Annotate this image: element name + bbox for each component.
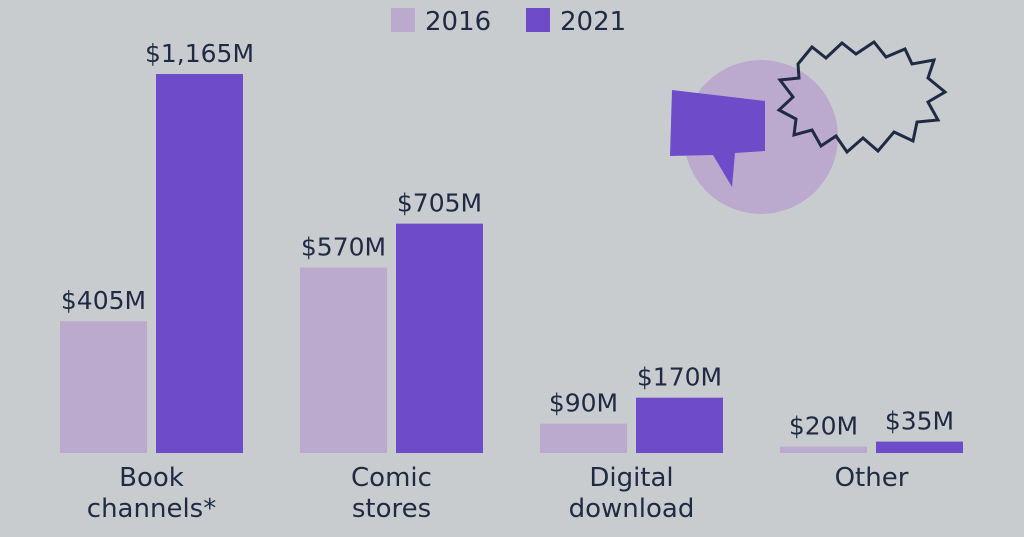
legend-label-2021: 2021	[560, 7, 626, 37]
value-label-2016-0: $405M	[61, 286, 146, 315]
legend: 2016 2021	[391, 7, 626, 37]
value-label-2016-2: $90M	[549, 389, 618, 418]
value-labels-group: $405M $1,165M $570M $705M $90M $170M $20M $35M	[61, 39, 954, 440]
value-label-2021-3: $35M	[885, 407, 954, 436]
bar-2021-1	[396, 223, 483, 453]
category-label-2-0: Digital	[589, 463, 673, 493]
category-label-0-1: channels*	[87, 494, 216, 524]
value-label-2021-0: $1,165M	[145, 39, 254, 68]
category-label-0-0: Book	[119, 463, 184, 493]
bar-2016-3	[780, 446, 867, 453]
burst-icon	[776, 39, 948, 155]
bar-2016-1	[300, 267, 387, 453]
speech-bubble-icon	[670, 90, 765, 187]
value-label-2021-2: $170M	[637, 363, 722, 392]
legend-swatch-2021	[526, 8, 550, 32]
bar-2021-3	[876, 441, 963, 453]
bar-2016-2	[540, 423, 627, 453]
bars-group	[60, 74, 963, 453]
legend-swatch-2016	[391, 8, 415, 32]
category-label-1-0: Comic	[351, 463, 432, 493]
bar-2016-0	[60, 321, 147, 453]
category-label-1-1: stores	[352, 494, 431, 524]
bar-2021-2	[636, 397, 723, 453]
value-label-2016-1: $570M	[301, 233, 386, 262]
bar-2021-0	[156, 74, 243, 453]
decoration-group	[670, 39, 948, 214]
legend-label-2016: 2016	[425, 7, 491, 37]
value-label-2016-3: $20M	[789, 411, 858, 440]
category-label-2-1: download	[569, 494, 695, 524]
value-label-2021-1: $705M	[397, 189, 482, 218]
category-label-3-0: Other	[835, 463, 909, 493]
